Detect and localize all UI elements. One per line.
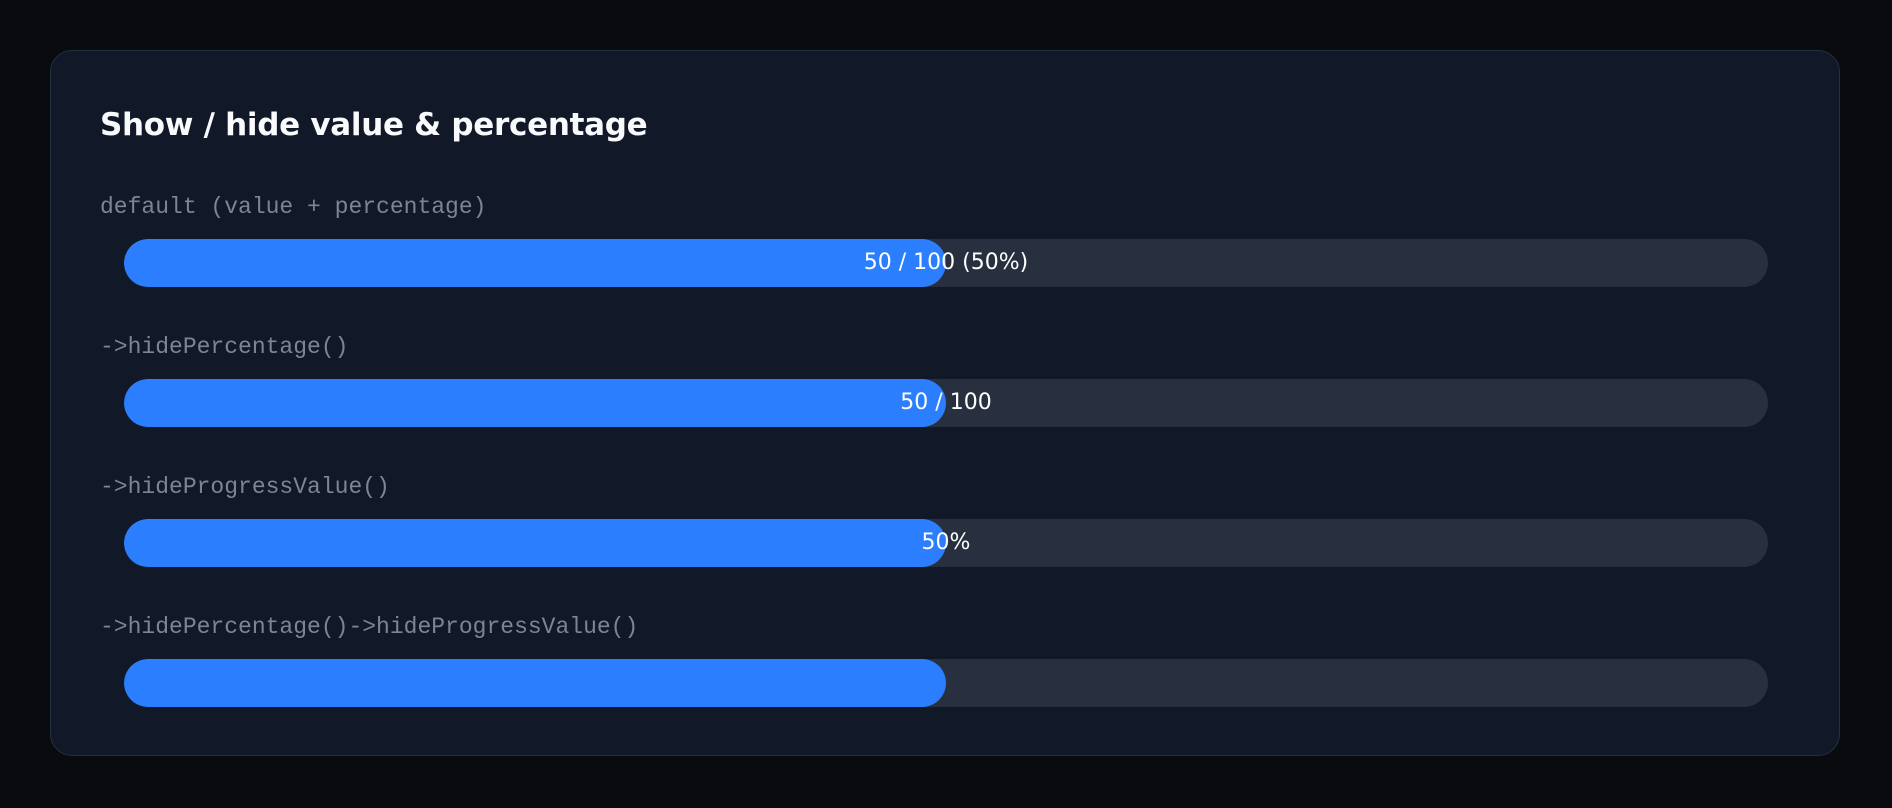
progress-fill [124, 659, 946, 707]
progress-text: 50% [921, 530, 971, 555]
progress-bar: 50 / 100 [124, 379, 1768, 427]
progress-fill [124, 239, 946, 287]
demo-hide-progress-value: ->hideProgressValue() 50% [100, 471, 1820, 591]
card-title: Show / hide value & percentage [100, 107, 648, 143]
progress-text: 50 / 100 (50%) [863, 250, 1029, 275]
demo-label: ->hideProgressValue() [100, 474, 390, 500]
progress-fill [124, 379, 946, 427]
demo-label: default (value + percentage) [100, 194, 487, 220]
demo-label: ->hidePercentage() [100, 334, 349, 360]
progress-text: 50 / 100 [900, 390, 992, 415]
demo-label: ->hidePercentage()->hideProgressValue() [100, 614, 639, 640]
demo-default: default (value + percentage) 50 / 100 (5… [100, 191, 1820, 311]
progress-fill [124, 519, 946, 567]
progress-bar: 50 / 100 (50%) [124, 239, 1768, 287]
progress-bar [124, 659, 1768, 707]
demo-hide-percentage: ->hidePercentage() 50 / 100 [100, 331, 1820, 451]
progress-bar: 50% [124, 519, 1768, 567]
progress-demo-card: Show / hide value & percentage default (… [50, 50, 1840, 756]
demo-hide-both: ->hidePercentage()->hideProgressValue() [100, 611, 1820, 731]
